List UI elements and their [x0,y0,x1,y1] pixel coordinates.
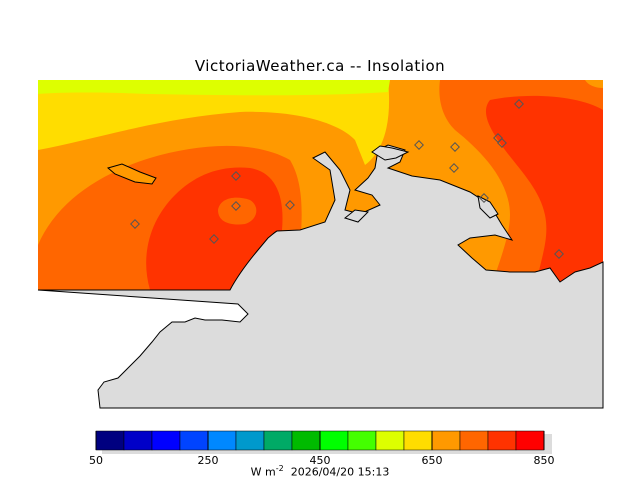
land-mass-mainland [37,144,604,409]
colorbar-swatch [123,430,153,451]
colorbar-label: 850 [533,454,555,467]
colorbar-swatch [179,430,209,451]
station-marker[interactable] [449,163,459,173]
station-marker[interactable] [479,193,489,203]
colorbar-swatch [263,430,293,451]
colorbar-swatch [291,430,321,451]
colorbar-swatch [459,430,489,451]
coast-peninsula [371,145,410,161]
colorbar-swatch [487,430,517,451]
colorbar-label: 650 [421,454,443,467]
timestamp: 2026/04/20 15:13 [290,465,390,479]
units-timestamp-line: W m-2 2026/04/20 15:13 [0,464,640,479]
station-marker[interactable] [554,249,564,259]
colorbar-swatch [319,430,349,451]
colorbar-swatch [235,430,265,451]
station-marker[interactable] [414,140,424,150]
weather-stations [130,99,564,259]
station-marker[interactable] [209,234,219,244]
station-marker[interactable] [497,138,507,148]
coast-island-west [106,163,157,185]
station-marker[interactable] [130,219,140,229]
colorbar-swatch [515,430,545,451]
colorbar-swatch [151,430,181,451]
colorbar-swatch [347,430,377,451]
colorbar-label: 50 [89,454,103,467]
contour-band-800-east [485,95,603,290]
station-marker[interactable] [231,201,241,211]
page-title: VictoriaWeather.ca -- Insolation [194,57,446,75]
coast-islet [343,209,370,223]
contour-island-750 [218,197,257,225]
colorbar-label: 450 [309,454,331,467]
units-superscript: -2 [275,464,284,473]
units-label: W m [250,465,276,479]
colorbar-swatch [95,430,125,451]
colorbar-swatch [403,430,433,451]
colorbar-swatch [431,430,461,451]
station-marker[interactable] [231,171,241,181]
station-marker[interactable] [514,99,524,109]
contour-band-600 [38,80,390,96]
colorbar-label: 250 [197,454,219,467]
station-marker[interactable] [285,200,295,210]
colorbar-swatch [207,430,237,451]
station-marker[interactable] [450,142,460,152]
colorbar [95,430,545,451]
contour-corner-700 [585,80,603,88]
contour-band-800-west [146,167,283,290]
colorbar-swatch [375,430,405,451]
